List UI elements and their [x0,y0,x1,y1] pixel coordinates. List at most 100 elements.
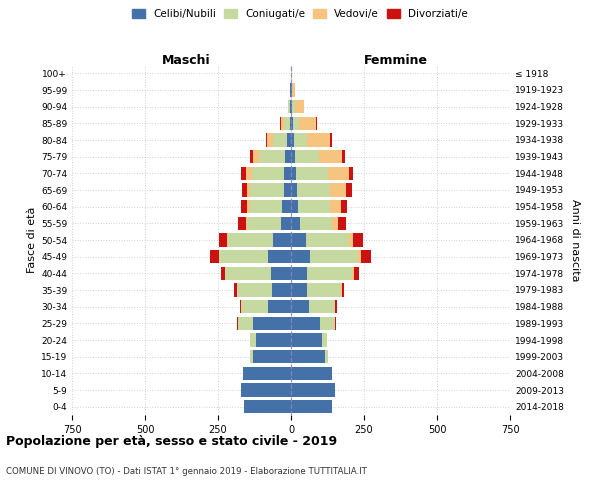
Bar [291,400,332,413]
Bar [250,150,253,164]
Y-axis label: Fasce di età: Fasce di età [27,207,37,273]
Bar [210,250,219,264]
Bar [291,200,298,213]
Bar [291,384,335,396]
Bar [292,84,295,96]
Bar [299,116,316,130]
Bar [238,316,253,330]
Bar [251,166,284,180]
Bar [287,134,291,146]
Bar [284,116,290,130]
Bar [332,216,338,230]
Bar [354,266,359,280]
Bar [291,184,297,196]
Bar [291,284,307,296]
Bar [331,134,332,146]
Bar [291,116,293,130]
Bar [241,300,268,314]
Bar [346,184,352,196]
Bar [291,216,300,230]
Bar [291,150,295,164]
Bar [331,200,341,213]
Bar [291,84,292,96]
Bar [297,184,331,196]
Bar [291,134,294,146]
Bar [320,316,335,330]
Bar [253,350,291,364]
Bar [338,216,346,230]
Bar [220,250,268,264]
Bar [342,150,345,164]
Bar [349,166,353,180]
Bar [291,300,308,314]
Bar [218,234,227,246]
Bar [268,300,291,314]
Bar [307,134,331,146]
Bar [274,234,291,246]
Text: Maschi: Maschi [161,54,210,66]
Bar [266,134,267,146]
Bar [237,284,272,296]
Bar [341,284,344,296]
Bar [253,316,291,330]
Bar [291,100,292,114]
Bar [296,166,328,180]
Bar [244,400,291,413]
Bar [353,234,363,246]
Bar [272,284,291,296]
Bar [294,134,307,146]
Bar [308,300,335,314]
Bar [237,316,238,330]
Bar [319,150,342,164]
Bar [328,166,349,180]
Bar [246,216,247,230]
Bar [247,200,250,213]
Bar [243,366,291,380]
Bar [259,150,285,164]
Bar [268,250,291,264]
Bar [227,234,228,246]
Bar [241,384,291,396]
Bar [335,316,336,330]
Bar [291,334,322,346]
Bar [361,250,371,264]
Bar [290,100,291,114]
Legend: Celibi/Nubili, Coniugati/e, Vedovi/e, Divorziati/e: Celibi/Nubili, Coniugati/e, Vedovi/e, Di… [128,5,472,24]
Bar [271,266,291,280]
Bar [234,284,236,296]
Bar [284,166,291,180]
Bar [293,116,299,130]
Bar [290,116,291,130]
Bar [305,234,349,246]
Y-axis label: Anni di nascita: Anni di nascita [569,198,580,281]
Bar [291,166,296,180]
Bar [241,200,247,213]
Bar [256,334,291,346]
Bar [267,134,273,146]
Bar [242,184,247,196]
Bar [253,150,259,164]
Bar [331,184,346,196]
Bar [307,284,341,296]
Bar [291,234,305,246]
Bar [238,216,246,230]
Bar [247,216,281,230]
Bar [281,216,291,230]
Bar [273,134,287,146]
Bar [291,366,332,380]
Bar [247,184,250,196]
Bar [241,166,246,180]
Bar [352,266,354,280]
Bar [298,200,331,213]
Bar [221,266,225,280]
Bar [250,184,284,196]
Bar [322,334,328,346]
Bar [246,166,251,180]
Bar [282,200,291,213]
Bar [250,200,282,213]
Bar [291,250,310,264]
Bar [250,334,256,346]
Text: Popolazione per età, sesso e stato civile - 2019: Popolazione per età, sesso e stato civil… [6,435,337,448]
Bar [291,350,325,364]
Bar [291,316,320,330]
